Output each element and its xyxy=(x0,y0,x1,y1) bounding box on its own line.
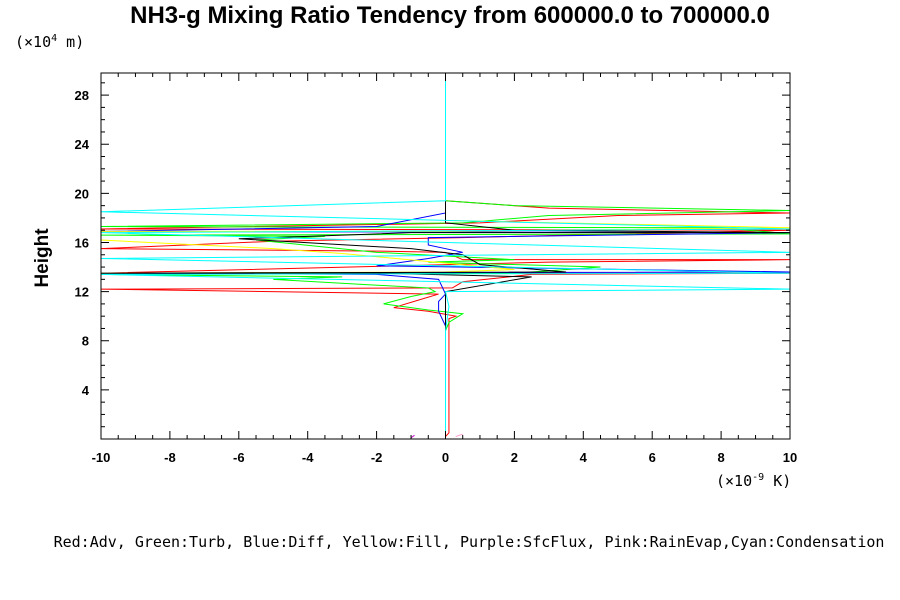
x-tick-label: -4 xyxy=(302,450,314,465)
x-unit-exponent: -9 xyxy=(752,472,765,483)
y-unit-suffix: m) xyxy=(57,33,85,51)
x-tick-label: 10 xyxy=(783,450,797,465)
legend-text: Red:Adv, Green:Turb, Blue:Diff, Yellow:F… xyxy=(53,533,885,551)
series-line xyxy=(455,433,463,438)
y-axis-label: Height xyxy=(32,228,53,288)
x-tick-label: 6 xyxy=(649,450,656,465)
series-layer xyxy=(100,73,791,439)
x-unit-prefix: (×10 xyxy=(716,472,753,490)
x-tick-label: -2 xyxy=(371,450,383,465)
x-tick-label: -10 xyxy=(92,450,111,465)
x-tick-label: 4 xyxy=(580,450,588,465)
y-tick-label: 24 xyxy=(75,137,90,152)
y-tick-label: 12 xyxy=(75,285,89,300)
x-axis-unit: (×10-9 K) xyxy=(716,472,791,490)
y-tick-label: 4 xyxy=(82,383,90,398)
x-tick-label: -8 xyxy=(164,450,176,465)
y-tick-label: 8 xyxy=(82,334,89,349)
y-tick-label: 20 xyxy=(75,186,89,201)
plot-frame xyxy=(100,72,791,440)
x-tick-label: 0 xyxy=(442,450,449,465)
y-unit-prefix: (×10 xyxy=(15,33,52,51)
series-line xyxy=(100,73,791,438)
y-unit-exponent: 4 xyxy=(51,33,58,44)
x-tick-label: 2 xyxy=(511,450,518,465)
series-line xyxy=(100,73,791,437)
chart-title: NH3-g Mixing Ratio Tendency from 600000.… xyxy=(130,2,770,29)
series-line xyxy=(410,434,415,439)
x-tick-label: -6 xyxy=(233,450,245,465)
y-axis-unit: (×104 m) xyxy=(15,33,84,51)
series-line xyxy=(100,73,791,437)
x-tick-label: 8 xyxy=(717,450,724,465)
y-tick-label: 28 xyxy=(75,88,89,103)
y-tick-label: 16 xyxy=(75,235,89,250)
x-unit-suffix: K) xyxy=(764,472,792,490)
